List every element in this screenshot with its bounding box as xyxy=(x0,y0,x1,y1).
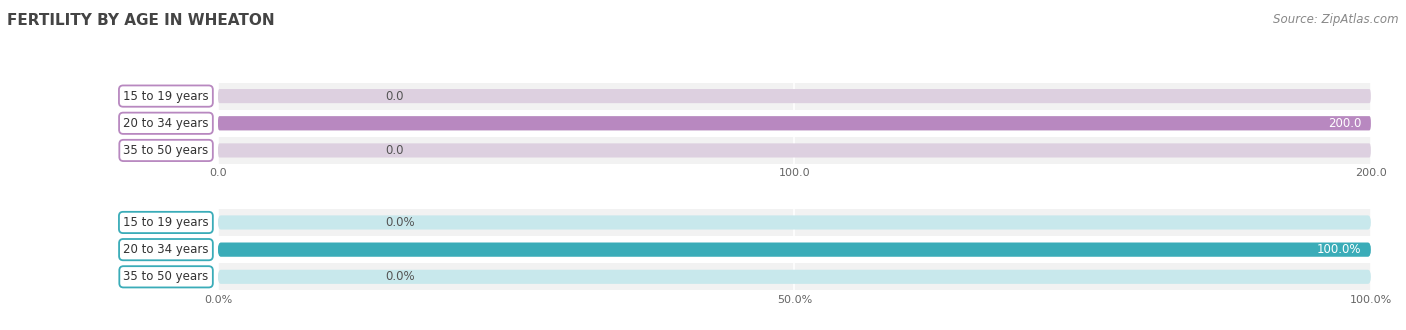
Text: 15 to 19 years: 15 to 19 years xyxy=(124,216,208,229)
Text: 0.0%: 0.0% xyxy=(385,270,415,283)
Text: 35 to 50 years: 35 to 50 years xyxy=(124,270,208,283)
FancyBboxPatch shape xyxy=(218,143,1371,157)
FancyBboxPatch shape xyxy=(218,243,1371,257)
FancyBboxPatch shape xyxy=(218,270,1371,284)
FancyBboxPatch shape xyxy=(218,215,1371,230)
Text: 0.0%: 0.0% xyxy=(385,216,415,229)
Text: 35 to 50 years: 35 to 50 years xyxy=(124,144,208,157)
Text: 20 to 34 years: 20 to 34 years xyxy=(124,117,208,130)
Bar xyxy=(218,82,1371,110)
Text: 200.0: 200.0 xyxy=(1329,117,1361,130)
Bar xyxy=(218,263,1371,290)
Text: 0.0: 0.0 xyxy=(385,89,404,103)
Text: 100.0%: 100.0% xyxy=(1317,243,1361,256)
Bar xyxy=(218,110,1371,137)
Bar xyxy=(218,137,1371,164)
Text: 20 to 34 years: 20 to 34 years xyxy=(124,243,208,256)
FancyBboxPatch shape xyxy=(218,116,1371,130)
Text: 0.0: 0.0 xyxy=(385,144,404,157)
FancyBboxPatch shape xyxy=(218,116,1371,130)
FancyBboxPatch shape xyxy=(218,89,1371,103)
Text: FERTILITY BY AGE IN WHEATON: FERTILITY BY AGE IN WHEATON xyxy=(7,13,274,28)
Text: Source: ZipAtlas.com: Source: ZipAtlas.com xyxy=(1274,13,1399,26)
Text: 15 to 19 years: 15 to 19 years xyxy=(124,89,208,103)
Bar xyxy=(218,209,1371,236)
Bar xyxy=(218,236,1371,263)
FancyBboxPatch shape xyxy=(218,243,1371,257)
